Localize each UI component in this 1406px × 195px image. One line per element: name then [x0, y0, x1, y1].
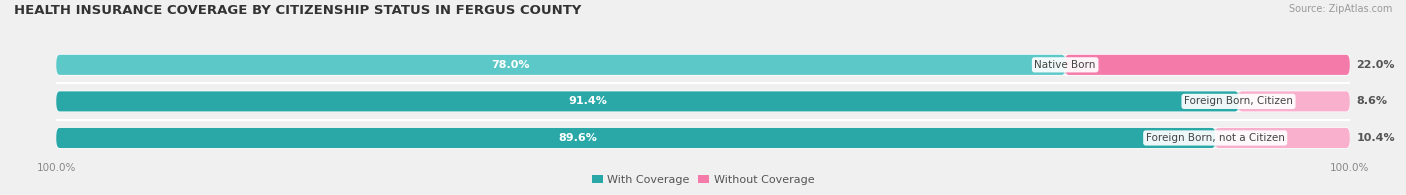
FancyBboxPatch shape — [56, 55, 1066, 75]
FancyBboxPatch shape — [56, 128, 1350, 148]
Text: Foreign Born, not a Citizen: Foreign Born, not a Citizen — [1146, 133, 1285, 143]
Text: HEALTH INSURANCE COVERAGE BY CITIZENSHIP STATUS IN FERGUS COUNTY: HEALTH INSURANCE COVERAGE BY CITIZENSHIP… — [14, 4, 582, 17]
FancyBboxPatch shape — [1215, 128, 1350, 148]
FancyBboxPatch shape — [1239, 91, 1350, 112]
Text: Foreign Born, Citizen: Foreign Born, Citizen — [1184, 96, 1294, 106]
Text: 22.0%: 22.0% — [1357, 60, 1395, 70]
Text: 8.6%: 8.6% — [1357, 96, 1388, 106]
Text: 78.0%: 78.0% — [491, 60, 530, 70]
Text: 89.6%: 89.6% — [558, 133, 598, 143]
Text: Native Born: Native Born — [1035, 60, 1095, 70]
Text: Source: ZipAtlas.com: Source: ZipAtlas.com — [1288, 4, 1392, 14]
Text: 10.4%: 10.4% — [1357, 133, 1395, 143]
FancyBboxPatch shape — [56, 91, 1239, 112]
FancyBboxPatch shape — [56, 55, 1350, 75]
Text: 91.4%: 91.4% — [569, 96, 607, 106]
FancyBboxPatch shape — [56, 128, 1215, 148]
FancyBboxPatch shape — [56, 91, 1350, 112]
Legend: With Coverage, Without Coverage: With Coverage, Without Coverage — [588, 170, 818, 190]
FancyBboxPatch shape — [1066, 55, 1350, 75]
